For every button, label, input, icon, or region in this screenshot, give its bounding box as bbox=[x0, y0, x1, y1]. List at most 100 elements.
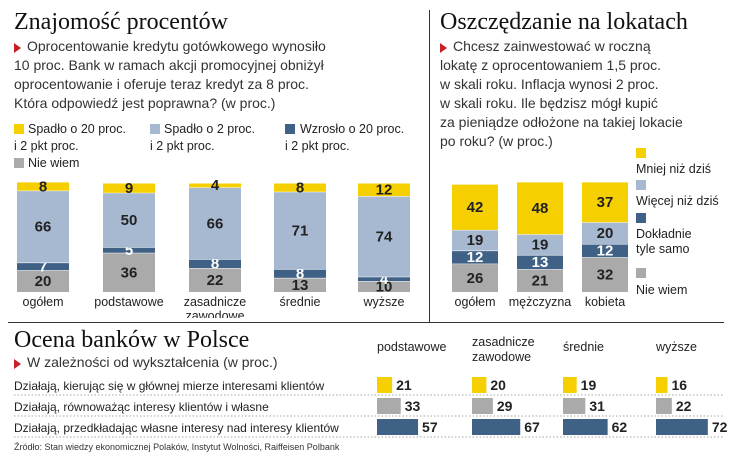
data-label: 22 bbox=[207, 272, 224, 289]
panel1-title: Znajomość procentów bbox=[14, 9, 228, 35]
bar-segment bbox=[452, 184, 498, 230]
data-label: 20 bbox=[35, 273, 52, 290]
bar-segment bbox=[17, 181, 69, 191]
data-label: 19 bbox=[467, 232, 484, 249]
bar-segment bbox=[358, 183, 410, 197]
hbar bbox=[656, 419, 708, 435]
category-label: podstawowe bbox=[94, 295, 164, 309]
bar-segment bbox=[358, 196, 410, 277]
bar-segment bbox=[274, 183, 326, 192]
hbar-value-label: 19 bbox=[581, 377, 597, 393]
bar-segment bbox=[452, 229, 498, 251]
data-label: 32 bbox=[597, 267, 614, 284]
category-label: zawodowe bbox=[185, 309, 244, 318]
data-label: 26 bbox=[467, 270, 484, 287]
data-label: 8 bbox=[296, 179, 304, 196]
bar-segment bbox=[17, 270, 69, 292]
legend-swatch-gray bbox=[14, 158, 24, 168]
bar-segment bbox=[517, 181, 563, 235]
category-label: ogółem bbox=[455, 295, 496, 309]
legend-label: Spadło o 20 proc. bbox=[28, 122, 126, 136]
legend-label: Więcej niż dziś bbox=[636, 194, 719, 208]
hbar-value-label: 72 bbox=[712, 419, 728, 435]
panel2-question-line: Chcesz zainwestować w roczną bbox=[453, 38, 651, 54]
hbar bbox=[656, 377, 668, 393]
panel2-bullet-icon bbox=[440, 43, 447, 53]
category-label: mężczyzna bbox=[509, 295, 572, 309]
legend-label: tyle samo bbox=[636, 242, 690, 256]
hbar-value-label: 21 bbox=[396, 377, 412, 393]
data-label: 5 bbox=[125, 242, 133, 259]
hbar-value-label: 62 bbox=[612, 419, 628, 435]
row-label: Działają, kierując się w głównej mierze … bbox=[14, 379, 325, 393]
bar-segment bbox=[189, 183, 241, 188]
horizontal-divider bbox=[8, 322, 724, 323]
bar-segment bbox=[517, 234, 563, 255]
category-label: średnie bbox=[280, 295, 321, 309]
bar-segment bbox=[452, 250, 498, 264]
bar-segment bbox=[17, 190, 69, 263]
row-label: Działają, równoważąc interesy klientów i… bbox=[14, 400, 269, 414]
hbar-value-label: 67 bbox=[524, 419, 540, 435]
data-label: 8 bbox=[211, 256, 219, 273]
data-label: 13 bbox=[292, 277, 309, 294]
hbar-value-label: 31 bbox=[589, 398, 605, 414]
data-label: 8 bbox=[296, 265, 304, 282]
bar-segment bbox=[17, 262, 69, 271]
hbar bbox=[377, 398, 401, 414]
panel1-question-line: 10 proc. Bank w ramach akcji promocyjnej… bbox=[14, 57, 324, 73]
data-label: 37 bbox=[597, 194, 614, 211]
hbar bbox=[563, 398, 586, 414]
row-label: Działają, przedkładając własne interesy … bbox=[14, 421, 339, 435]
legend-label: Spadło o 2 proc. bbox=[164, 122, 256, 136]
legend-label: Nie wiem bbox=[636, 283, 688, 297]
data-label: 9 bbox=[125, 180, 133, 197]
legend-swatch-lightblue bbox=[636, 180, 646, 190]
legend-label: Wzrosło o 20 proc. bbox=[300, 122, 405, 136]
bar-segment bbox=[189, 268, 241, 292]
bar-segment bbox=[358, 276, 410, 282]
bar-segment bbox=[517, 269, 563, 292]
hbar bbox=[472, 419, 521, 435]
bar-segment bbox=[582, 181, 628, 223]
panel1-question-line: Która odpowiedź jest poprawna? (w proc.) bbox=[14, 95, 276, 111]
data-label: 19 bbox=[532, 237, 549, 254]
data-label: 42 bbox=[467, 199, 484, 216]
panel2-question-line: w skali roku. Inflacja wynosi 2 proc. bbox=[440, 76, 659, 92]
legend-label: i 2 pkt proc. bbox=[285, 139, 350, 153]
bar-segment bbox=[452, 263, 498, 292]
data-label: 48 bbox=[532, 200, 549, 217]
data-label: 7 bbox=[39, 258, 47, 275]
bar-segment bbox=[582, 222, 628, 245]
hbar-value-label: 29 bbox=[497, 398, 513, 414]
category-label: kobieta bbox=[585, 295, 625, 309]
panel1-bullet-icon bbox=[14, 43, 21, 53]
data-label: 66 bbox=[35, 219, 52, 236]
column-header: zawodowe bbox=[472, 350, 532, 364]
hbar bbox=[656, 398, 672, 414]
bar-segment bbox=[274, 269, 326, 278]
legend-swatch-yellow bbox=[636, 148, 646, 158]
bar-segment bbox=[103, 192, 155, 248]
bar-segment bbox=[189, 187, 241, 260]
panel2-question-line: lokatę z oprocentowaniem 1,5 proc. bbox=[440, 57, 662, 73]
panel2-title: Oszczędzanie na lokatach bbox=[440, 9, 688, 35]
bar-segment bbox=[274, 277, 326, 292]
category-label: zasadnicze bbox=[184, 295, 247, 309]
panel2-question-line: w skali roku. Ile będzisz mógł kupić bbox=[440, 95, 658, 111]
data-label: 12 bbox=[376, 182, 393, 199]
bar-segment bbox=[103, 183, 155, 193]
data-label: 12 bbox=[467, 249, 484, 266]
bar-segment bbox=[103, 247, 155, 253]
hbar-value-label: 57 bbox=[422, 419, 438, 435]
panel3-subtitle: W zależności od wykształcenia (w proc.) bbox=[27, 354, 278, 370]
data-label: 20 bbox=[597, 225, 614, 242]
hbar bbox=[377, 419, 419, 435]
vertical-divider bbox=[429, 10, 430, 322]
bar-segment bbox=[358, 281, 410, 292]
legend-swatch-darkblue bbox=[636, 213, 646, 223]
data-label: 4 bbox=[211, 177, 220, 194]
category-label: ogółem bbox=[23, 295, 64, 309]
category-label: wyższe bbox=[363, 295, 405, 309]
bar-segment bbox=[103, 252, 155, 292]
